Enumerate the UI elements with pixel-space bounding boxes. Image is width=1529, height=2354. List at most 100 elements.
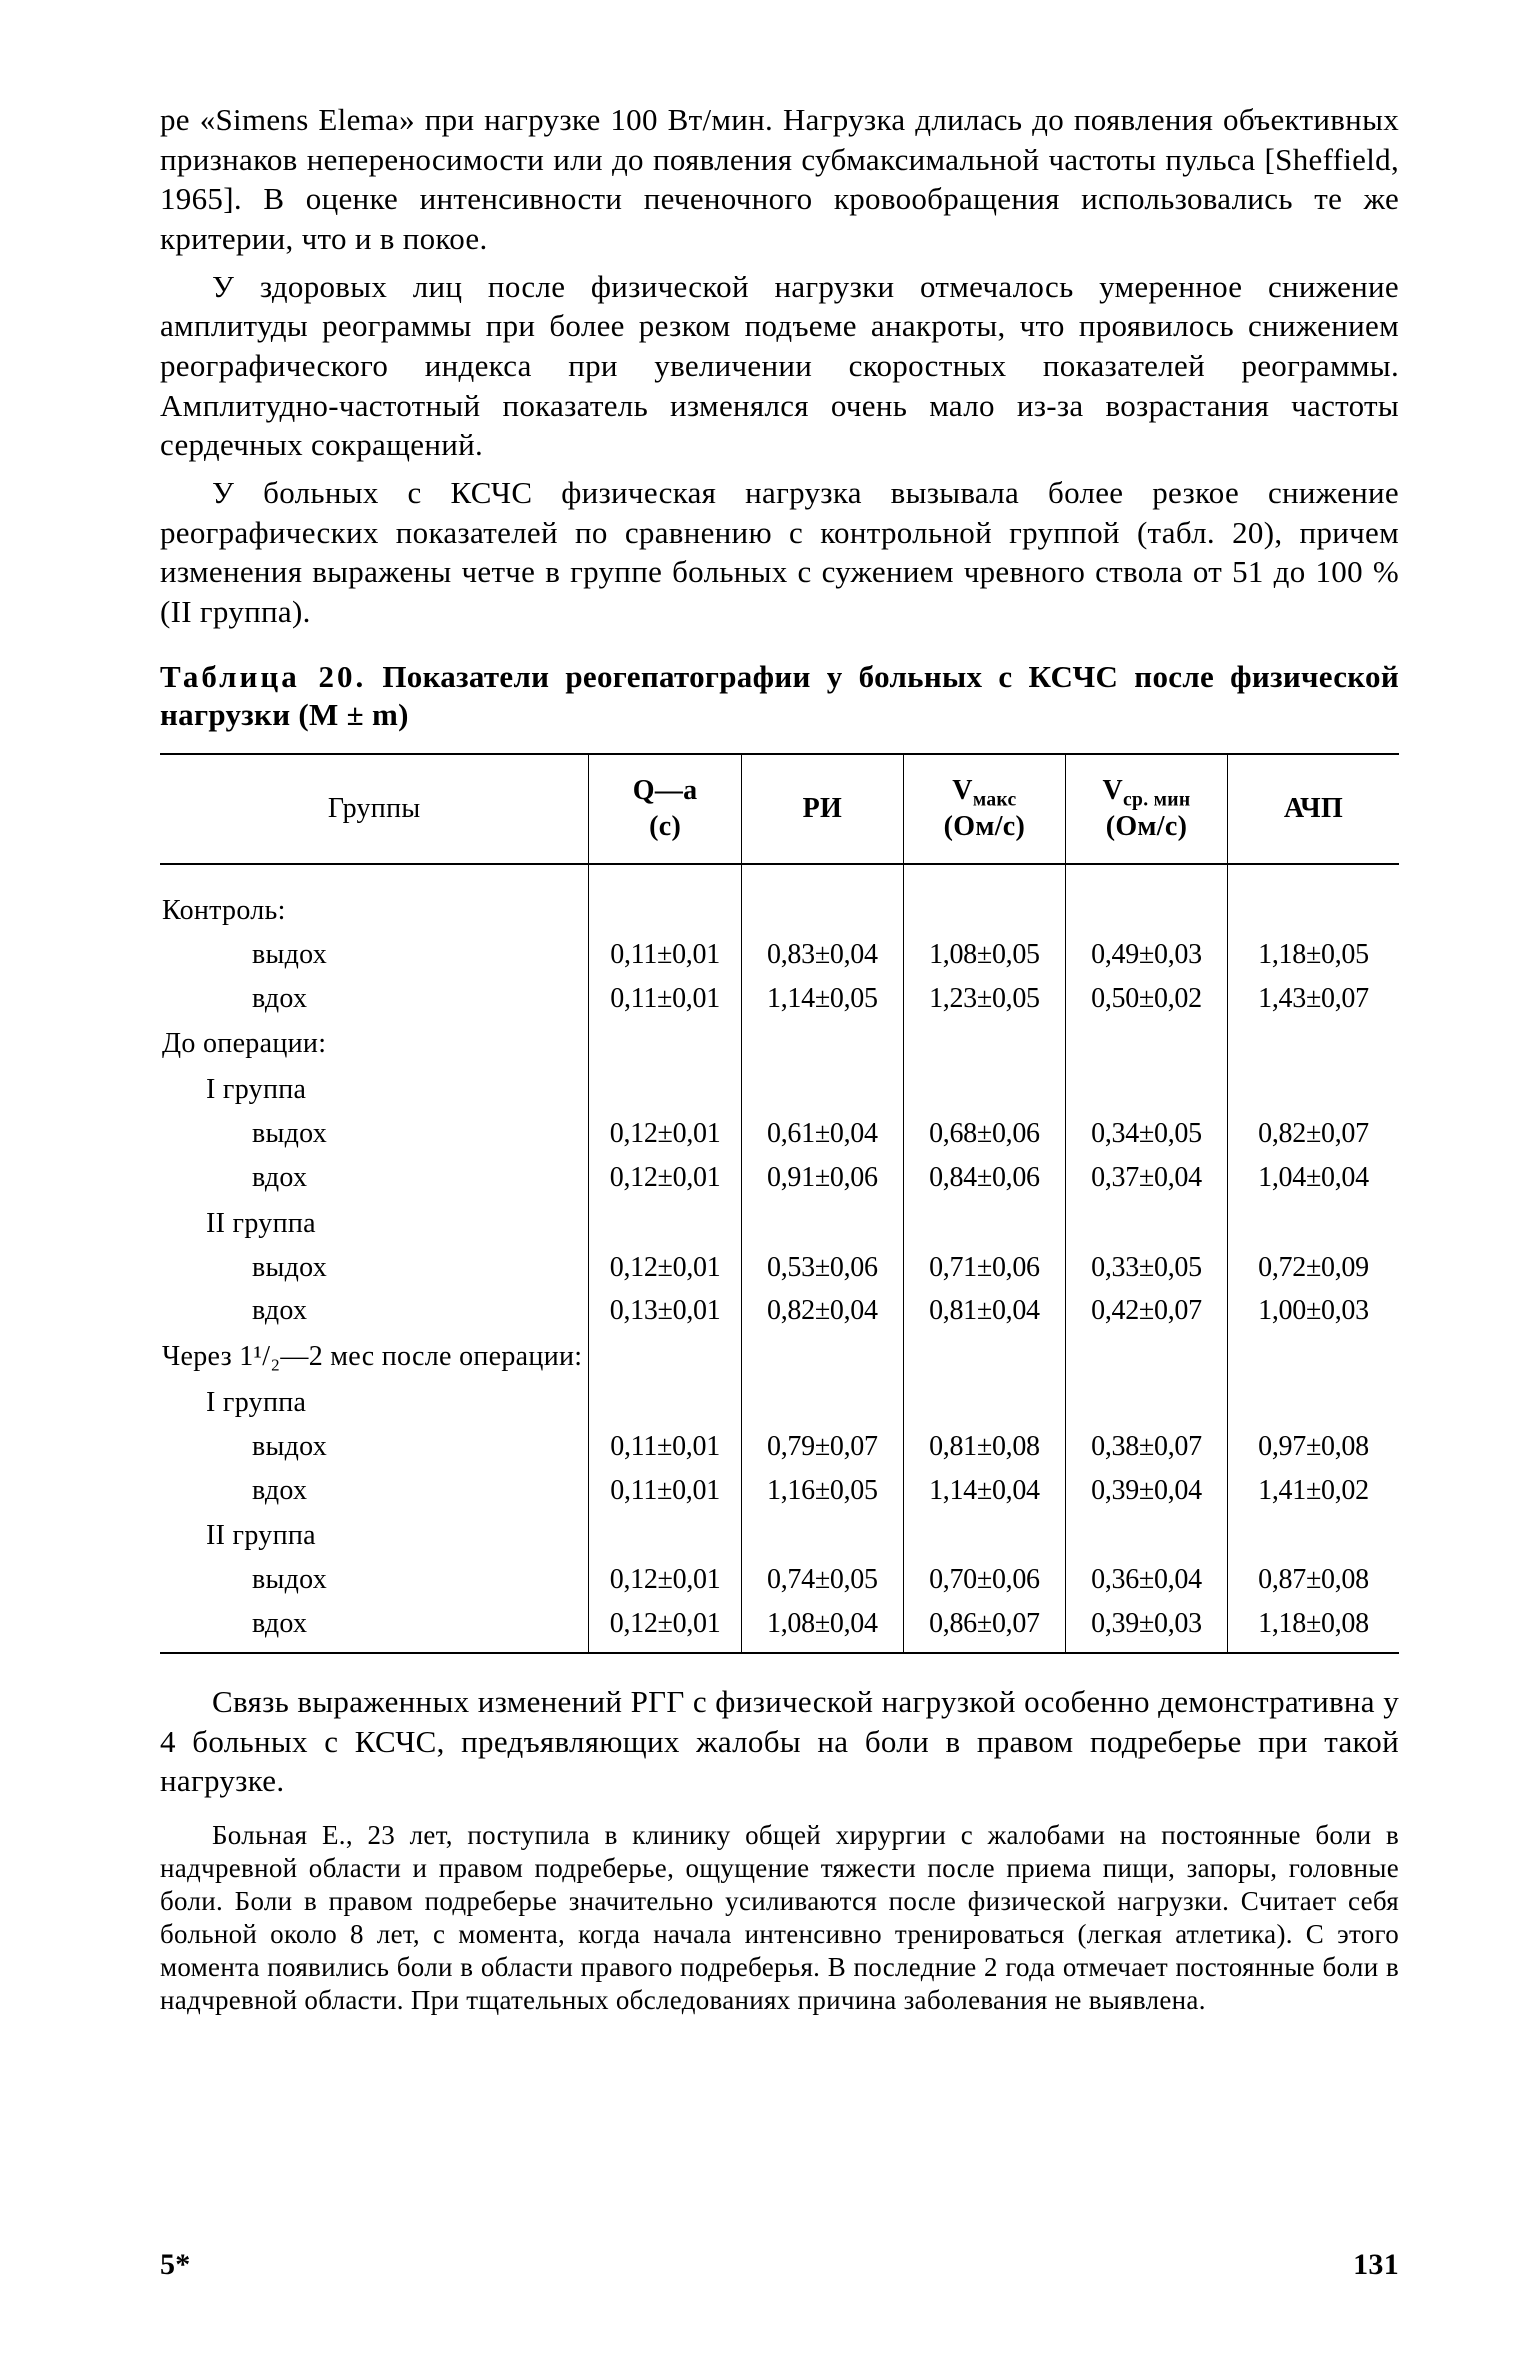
cell: 0,91±0,06 — [741, 1156, 903, 1200]
cell: 0,38±0,07 — [1065, 1425, 1227, 1469]
cell: 0,82±0,07 — [1227, 1112, 1399, 1156]
cell: 0,12±0,01 — [589, 1156, 742, 1200]
row-label: вдох — [160, 1289, 589, 1333]
table-row: II группа — [160, 1200, 1399, 1246]
row-label: выдох — [160, 1246, 589, 1290]
row-label: выдох — [160, 1112, 589, 1156]
table-header-row: Группы Q—a (с) РИ Vмакс(Ом/с) Vср. мин(О… — [160, 754, 1399, 864]
cell — [741, 1333, 903, 1379]
cell: 0,49±0,03 — [1065, 933, 1227, 977]
cell: 0,81±0,04 — [903, 1289, 1065, 1333]
col-vmax: Vмакс(Ом/с) — [903, 754, 1065, 864]
cell: 0,74±0,05 — [741, 1558, 903, 1602]
cell: 0,50±0,02 — [1065, 977, 1227, 1021]
paragraph-3: У больных с КСЧС физическая нагрузка выз… — [160, 473, 1399, 632]
cell — [903, 1512, 1065, 1558]
row-label: II группа — [160, 1512, 589, 1558]
row-label: I группа — [160, 1379, 589, 1425]
cell — [903, 1200, 1065, 1246]
cell — [1227, 1200, 1399, 1246]
cell: 1,41±0,02 — [1227, 1469, 1399, 1513]
cell — [1065, 887, 1227, 933]
row-label: вдох — [160, 1602, 589, 1653]
col-vsr: Vср. мин(Ом/с) — [1065, 754, 1227, 864]
table-row: вдох0,12±0,011,08±0,040,86±0,070,39±0,03… — [160, 1602, 1399, 1653]
cell — [903, 1379, 1065, 1425]
cell — [589, 1200, 742, 1246]
cell: 0,34±0,05 — [1065, 1112, 1227, 1156]
row-label: II группа — [160, 1200, 589, 1246]
cell — [741, 1512, 903, 1558]
cell — [589, 1066, 742, 1112]
table-row: выдох0,11±0,010,83±0,041,08±0,050,49±0,0… — [160, 933, 1399, 977]
cell — [1065, 1020, 1227, 1066]
cell: 0,11±0,01 — [589, 1469, 742, 1513]
table-caption-lead: Таблица 20. — [160, 659, 366, 694]
cell — [1065, 1066, 1227, 1112]
cell: 1,23±0,05 — [903, 977, 1065, 1021]
cell — [1227, 887, 1399, 933]
table-row: вдох0,11±0,011,16±0,051,14±0,040,39±0,04… — [160, 1469, 1399, 1513]
cell: 1,14±0,05 — [741, 977, 903, 1021]
cell: 0,12±0,01 — [589, 1246, 742, 1290]
row-label: Контроль: — [160, 887, 589, 933]
cell — [903, 887, 1065, 933]
cell: 0,61±0,04 — [741, 1112, 903, 1156]
table-row: вдох0,13±0,010,82±0,040,81±0,040,42±0,07… — [160, 1289, 1399, 1333]
cell: 0,87±0,08 — [1227, 1558, 1399, 1602]
table-row: выдох0,12±0,010,61±0,040,68±0,060,34±0,0… — [160, 1112, 1399, 1156]
row-label: выдох — [160, 1425, 589, 1469]
col-q-a: Q—a (с) — [589, 754, 742, 864]
row-label: До операции: — [160, 1020, 589, 1066]
cell — [589, 1020, 742, 1066]
cell — [1065, 1333, 1227, 1379]
table-row: выдох0,11±0,010,79±0,070,81±0,080,38±0,0… — [160, 1425, 1399, 1469]
cell: 1,08±0,04 — [741, 1602, 903, 1653]
table-row: выдох0,12±0,010,53±0,060,71±0,060,33±0,0… — [160, 1246, 1399, 1290]
table-row: Через 1¹/₂—2 мес после операции: — [160, 1333, 1399, 1379]
cell — [589, 1379, 742, 1425]
cell: 0,42±0,07 — [1065, 1289, 1227, 1333]
cell: 0,11±0,01 — [589, 1425, 742, 1469]
cell — [1065, 1200, 1227, 1246]
paragraph-5-case: Больная Е., 23 лет, поступила в клинику … — [160, 1819, 1399, 2017]
cell: 0,11±0,01 — [589, 933, 742, 977]
cell — [903, 1333, 1065, 1379]
cell — [1227, 1020, 1399, 1066]
table-body: Контроль:выдох0,11±0,010,83±0,041,08±0,0… — [160, 864, 1399, 1653]
table-row: II группа — [160, 1512, 1399, 1558]
cell: 1,04±0,04 — [1227, 1156, 1399, 1200]
cell: 0,68±0,06 — [903, 1112, 1065, 1156]
cell: 0,86±0,07 — [903, 1602, 1065, 1653]
cell: 0,37±0,04 — [1065, 1156, 1227, 1200]
page-footer: 5* 131 — [160, 2246, 1399, 2284]
cell: 0,84±0,06 — [903, 1156, 1065, 1200]
cell: 1,18±0,08 — [1227, 1602, 1399, 1653]
cell: 0,36±0,04 — [1065, 1558, 1227, 1602]
cell: 1,08±0,05 — [903, 933, 1065, 977]
table-caption: Таблица 20. Показатели реогепатографии у… — [160, 658, 1399, 736]
cell — [741, 887, 903, 933]
table-row: вдох0,11±0,011,14±0,051,23±0,050,50±0,02… — [160, 977, 1399, 1021]
table-20: Группы Q—a (с) РИ Vмакс(Ом/с) Vср. мин(О… — [160, 753, 1399, 1654]
cell: 0,39±0,04 — [1065, 1469, 1227, 1513]
table-row: выдох0,12±0,010,74±0,050,70±0,060,36±0,0… — [160, 1558, 1399, 1602]
col-achp: АЧП — [1227, 754, 1399, 864]
cell: 1,43±0,07 — [1227, 977, 1399, 1021]
cell — [589, 887, 742, 933]
cell: 0,81±0,08 — [903, 1425, 1065, 1469]
cell: 0,13±0,01 — [589, 1289, 742, 1333]
cell: 0,12±0,01 — [589, 1112, 742, 1156]
cell — [1227, 1333, 1399, 1379]
cell — [903, 1066, 1065, 1112]
table-row: Контроль: — [160, 887, 1399, 933]
cell: 0,97±0,08 — [1227, 1425, 1399, 1469]
cell: 1,16±0,05 — [741, 1469, 903, 1513]
cell — [741, 1066, 903, 1112]
cell: 0,11±0,01 — [589, 977, 742, 1021]
row-label: Через 1¹/₂—2 мес после операции: — [160, 1333, 589, 1379]
row-label: вдох — [160, 977, 589, 1021]
cell: 0,82±0,04 — [741, 1289, 903, 1333]
cell: 0,79±0,07 — [741, 1425, 903, 1469]
page-number: 131 — [1353, 2246, 1399, 2284]
